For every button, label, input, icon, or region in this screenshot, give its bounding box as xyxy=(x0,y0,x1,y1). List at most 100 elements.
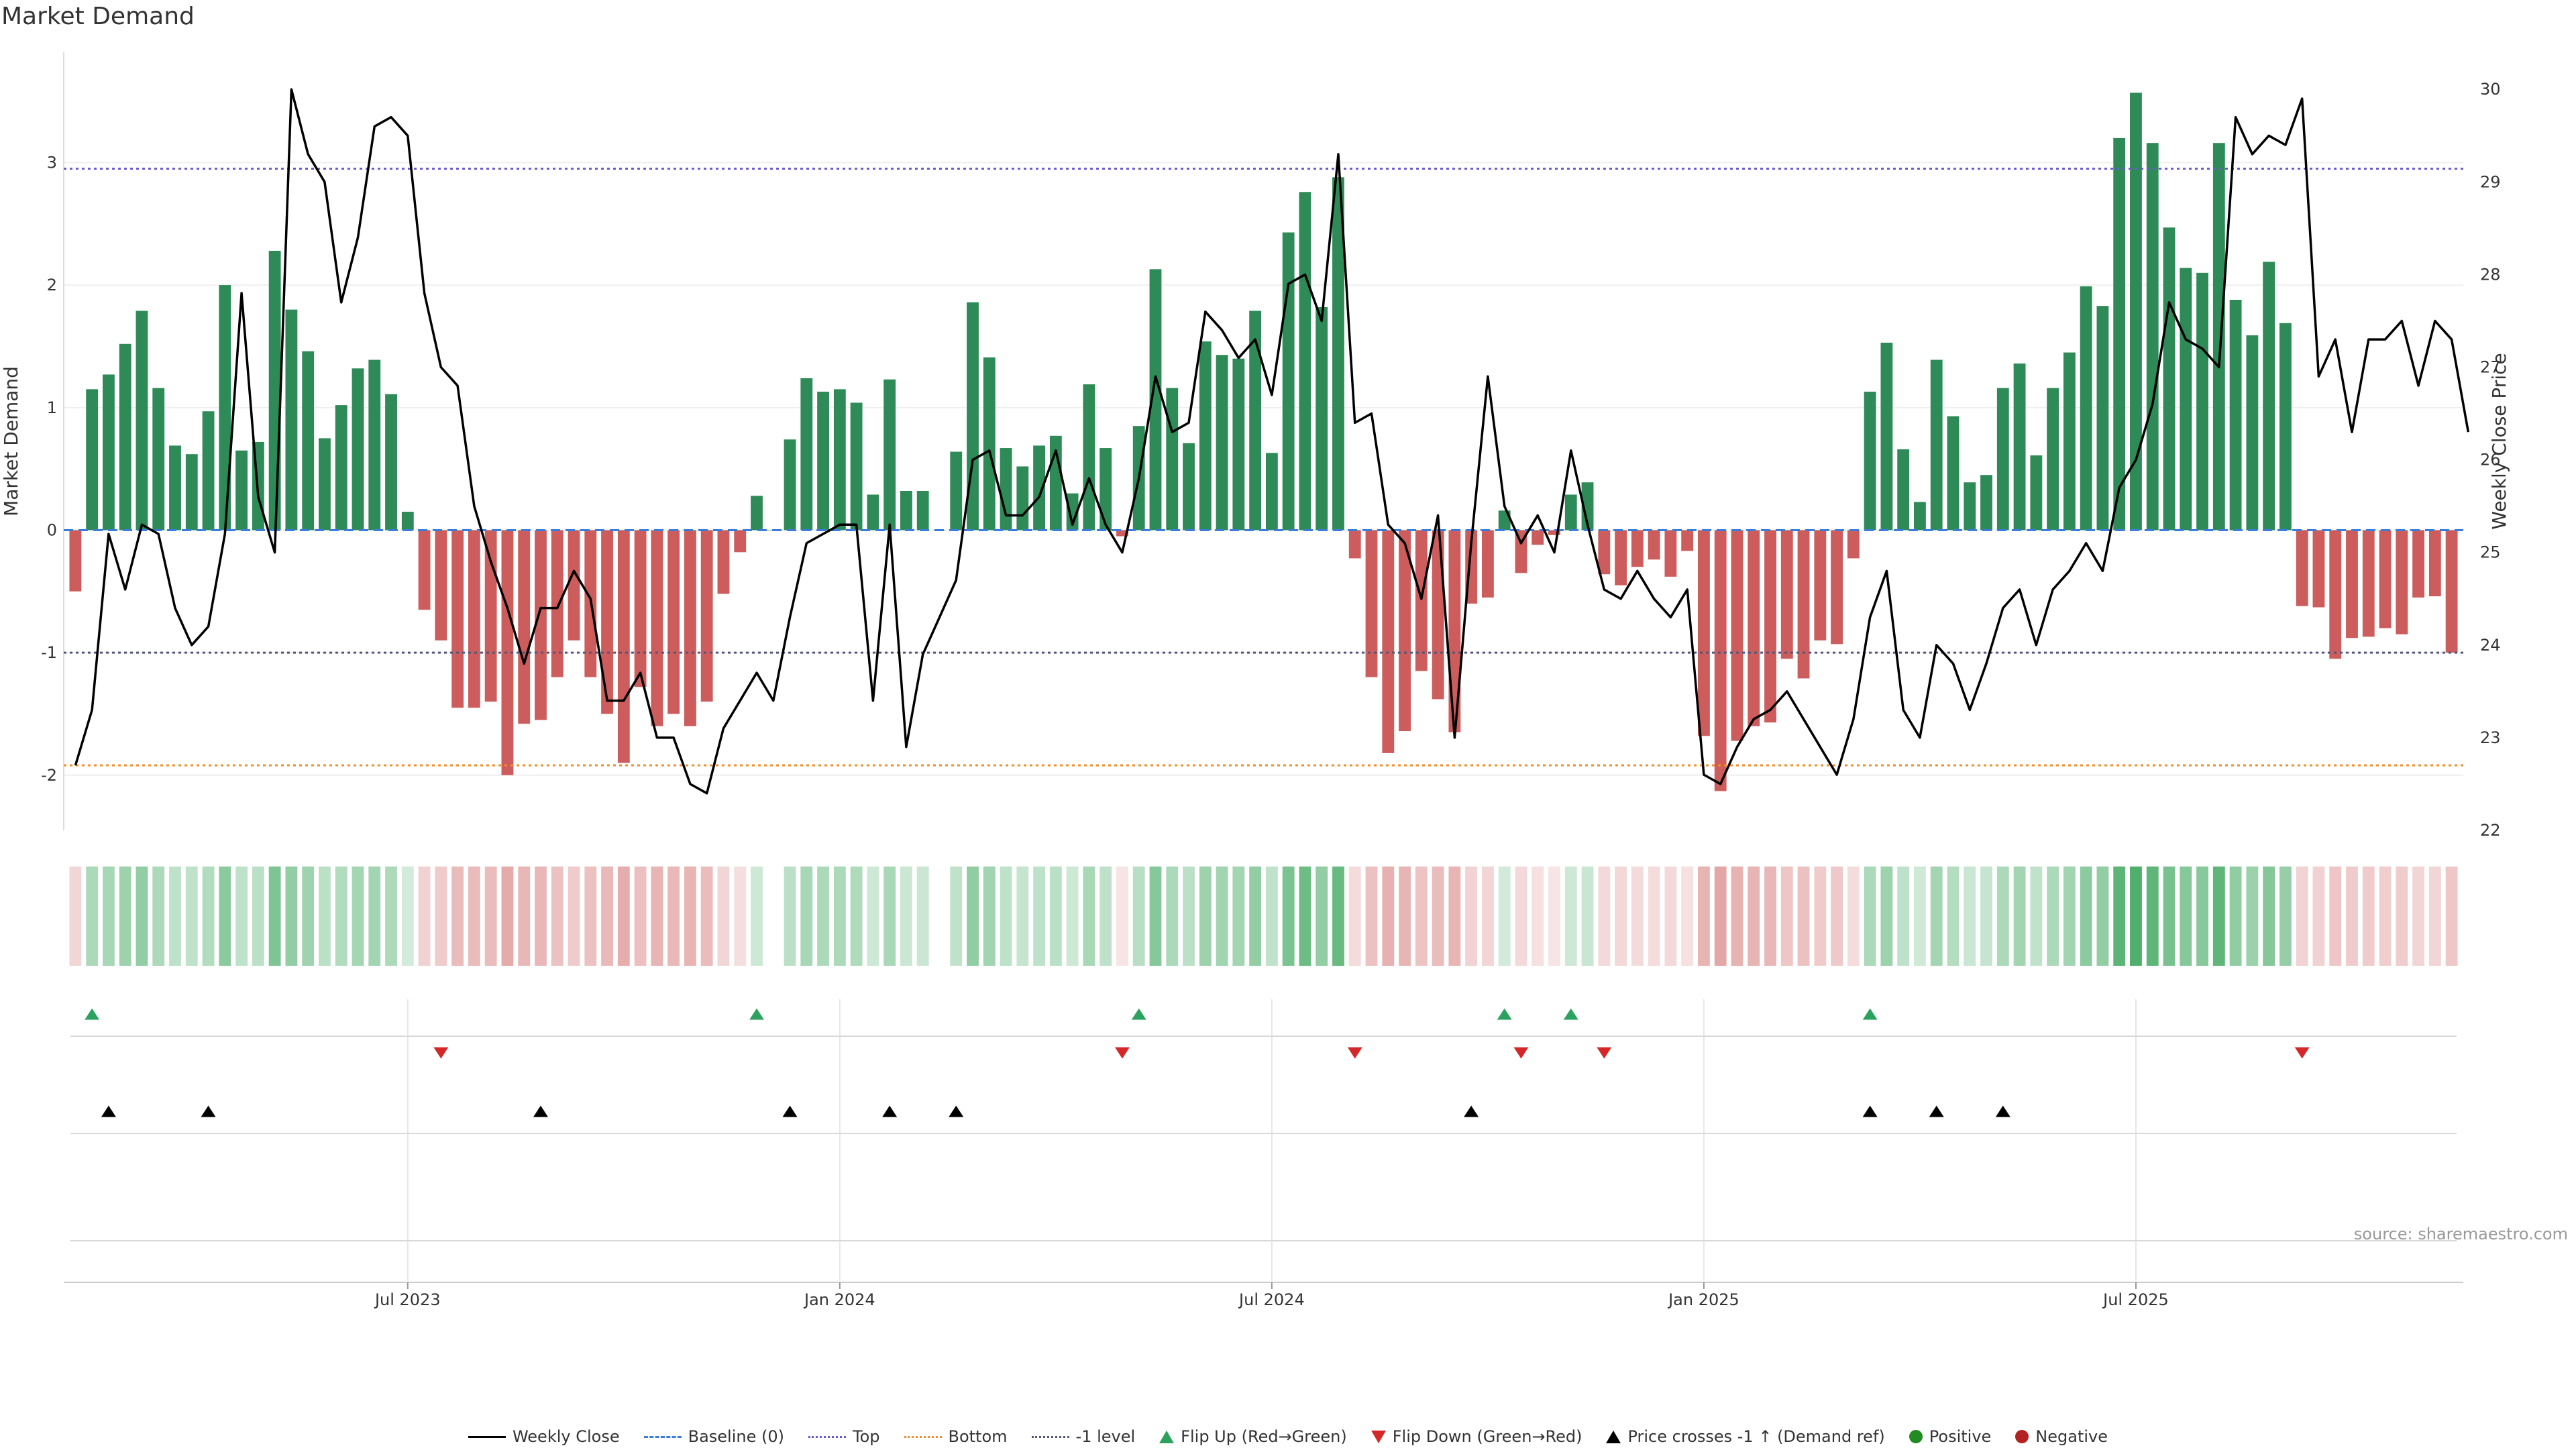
price-cross-marker xyxy=(782,1105,798,1117)
heat-strip xyxy=(1415,867,1428,966)
heat-strip xyxy=(319,867,331,966)
heat-strip xyxy=(484,867,497,966)
heat-strip xyxy=(1365,867,1378,966)
demand-bar xyxy=(285,309,298,531)
legend-price-cross: Price crosses -1 ↑ (Demand ref) xyxy=(1606,1427,1885,1446)
heat-strip xyxy=(1066,867,1079,966)
heat-strip xyxy=(368,867,381,966)
demand-bar xyxy=(185,454,198,531)
heat-strip xyxy=(1033,867,1046,966)
dashed-line-swatch-icon xyxy=(643,1435,682,1438)
heat-strip xyxy=(2047,867,2059,966)
demand-bar xyxy=(717,530,730,594)
demand-bar xyxy=(617,530,630,763)
legend-label: Top xyxy=(853,1427,880,1446)
price-cross-marker xyxy=(949,1105,964,1117)
demand-bar xyxy=(1216,355,1228,531)
demand-bar xyxy=(1099,448,1112,531)
heat-strip xyxy=(1615,867,1627,966)
heat-strip xyxy=(1183,867,1195,966)
heat-strip xyxy=(983,867,996,966)
legend-label: Baseline (0) xyxy=(688,1427,784,1446)
heat-strip xyxy=(69,867,82,966)
triangle-up-icon xyxy=(1159,1430,1175,1443)
demand-bar xyxy=(435,530,447,640)
demand-bar xyxy=(451,530,464,708)
demand-bar xyxy=(1914,502,1926,531)
heat-strip xyxy=(2146,867,2159,966)
demand-bar xyxy=(1332,177,1344,531)
y2-tick-label: 29 xyxy=(2480,172,2501,191)
demand-bar xyxy=(1033,445,1046,531)
heat-strip xyxy=(867,867,879,966)
demand-bar xyxy=(1947,416,1960,531)
demand-bar xyxy=(1000,448,1012,531)
heat-strip xyxy=(1232,867,1245,966)
heat-strip xyxy=(1116,867,1128,966)
demand-bar xyxy=(418,530,431,610)
heat-strip xyxy=(717,867,730,966)
demand-bar xyxy=(1481,530,1494,598)
demand-bar xyxy=(2379,530,2392,628)
demand-bar xyxy=(2163,227,2176,531)
demand-bar xyxy=(518,530,531,724)
demand-bar xyxy=(2030,455,2043,531)
demand-bar xyxy=(950,451,963,531)
demand-bar xyxy=(2396,530,2408,634)
demand-bar xyxy=(1996,388,2009,531)
heat-strip xyxy=(1166,867,1179,966)
flip-down-marker xyxy=(1114,1047,1130,1059)
demand-bar xyxy=(169,445,181,531)
demand-bar xyxy=(2428,530,2441,597)
heat-strip xyxy=(1831,867,1843,966)
demand-bar xyxy=(1980,475,1992,531)
heat-strip xyxy=(1332,867,1344,966)
flip-up-marker xyxy=(1862,1008,1878,1020)
legend: Weekly Close Baseline (0) Top Bottom -1 … xyxy=(0,1423,2576,1450)
demand-bar xyxy=(1880,342,1893,531)
legend-top: Top xyxy=(808,1427,880,1446)
heat-strip xyxy=(518,867,531,966)
demand-bar xyxy=(1066,493,1079,531)
heat-strip xyxy=(800,867,813,966)
price-cross-marker xyxy=(201,1105,216,1117)
heat-strip xyxy=(103,867,115,966)
heat-strip xyxy=(1714,867,1727,966)
heat-strip xyxy=(1748,867,1760,966)
heat-strip xyxy=(302,867,315,966)
demand-bar xyxy=(69,530,82,592)
heat-strip xyxy=(2329,867,2342,966)
legend-label: Bottom xyxy=(948,1427,1008,1446)
heat-strip xyxy=(418,867,431,966)
heat-strip xyxy=(551,867,564,966)
demand-bar xyxy=(1681,530,1694,551)
demand-bar xyxy=(1265,453,1278,531)
heat-strip xyxy=(1399,867,1411,966)
demand-bar xyxy=(751,496,763,531)
flip-down-marker xyxy=(433,1047,449,1059)
y-tick-label: 3 xyxy=(47,153,57,172)
demand-bar xyxy=(268,250,281,531)
demand-bar xyxy=(2096,306,2109,531)
y2-tick-label: 22 xyxy=(2480,821,2501,840)
demand-bar xyxy=(634,530,647,687)
heat-strip xyxy=(767,867,780,966)
demand-bar xyxy=(1598,530,1611,575)
heat-strip xyxy=(235,867,248,966)
demand-bar xyxy=(352,368,364,531)
heat-strip xyxy=(1132,867,1145,966)
legend-label: Weekly Close xyxy=(512,1427,620,1446)
heat-strip xyxy=(584,867,597,966)
heat-strip xyxy=(2063,867,2076,966)
demand-bar xyxy=(2362,530,2375,637)
heat-strip xyxy=(700,867,713,966)
demand-bar xyxy=(784,439,796,531)
demand-bar xyxy=(568,530,580,640)
heat-strip xyxy=(2113,867,2126,966)
heat-strip xyxy=(1598,867,1611,966)
heat-strip xyxy=(1930,867,1943,966)
heat-strip xyxy=(1099,867,1112,966)
weekly-close-line xyxy=(74,88,2470,795)
demand-bar xyxy=(1897,449,1910,531)
demand-bar xyxy=(1814,530,1827,640)
